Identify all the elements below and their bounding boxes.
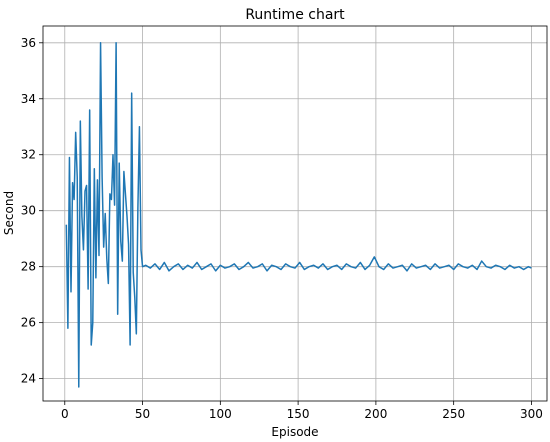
series-line: [65, 42, 532, 388]
y-tick-label: 30: [21, 204, 36, 218]
x-tick-label: 200: [364, 407, 387, 421]
y-axis-ticks: 24 26 28 30 32 34 36: [21, 36, 43, 386]
x-axis-label: Episode: [271, 425, 318, 439]
y-tick-label: 26: [21, 316, 36, 330]
x-tick-label: 50: [135, 407, 150, 421]
y-tick-label: 28: [21, 260, 36, 274]
chart-title: Runtime chart: [245, 7, 345, 23]
y-tick-label: 36: [21, 36, 36, 50]
y-tick-label: 34: [21, 92, 36, 106]
plot-frame: [42, 25, 548, 402]
y-axis-label: Second: [2, 191, 16, 235]
y-tick-label: 24: [21, 372, 36, 386]
x-tick-label: 150: [287, 407, 310, 421]
x-axis-ticks: 0 50 100 150 200 250 300: [61, 401, 543, 421]
x-tick-label: 300: [520, 407, 543, 421]
x-tick-label: 250: [442, 407, 465, 421]
y-tick-label: 32: [21, 148, 36, 162]
x-tick-label: 0: [61, 407, 69, 421]
x-tick-label: 100: [209, 407, 232, 421]
